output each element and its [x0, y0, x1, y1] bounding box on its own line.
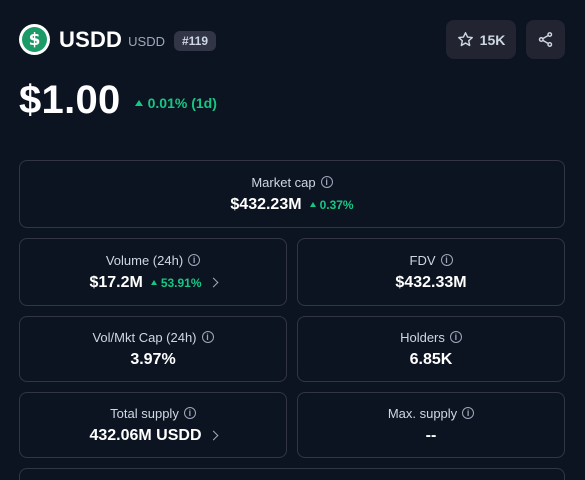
share-button[interactable]	[526, 20, 565, 59]
coin-name: USDD	[59, 26, 123, 52]
fdv-value: $432.33M	[395, 273, 467, 291]
star-icon	[457, 32, 473, 47]
info-icon[interactable]: i	[449, 331, 462, 343]
volume-change-value: 53.91%	[160, 275, 202, 290]
volume-label: Volume (24h)	[105, 252, 184, 268]
market-cap-label: Market cap	[251, 174, 316, 190]
market-cap-card: Market cap i $432.23M 0.37%	[19, 160, 565, 228]
total-supply-label: Total supply	[110, 405, 179, 421]
logo-glyph: $	[22, 27, 47, 52]
fdv-label: FDV	[409, 252, 436, 268]
total-supply-value: 432.06M USDD	[89, 426, 202, 444]
info-icon[interactable]: i	[440, 254, 453, 266]
max-supply-value: --	[425, 426, 437, 444]
coin-header: $ USDD USDD #119	[19, 24, 217, 55]
price-change-value: 0.01% (1d)	[147, 94, 217, 111]
watchlist-count: 15K	[479, 31, 506, 48]
price-change: 0.01% (1d)	[134, 94, 217, 111]
price-row: $1.00 0.01% (1d)	[19, 78, 217, 123]
info-icon[interactable]: i	[183, 407, 196, 419]
fdv-card: FDV i $432.33M	[297, 238, 565, 306]
total-supply-card[interactable]: Total supply i 432.06M USDD	[19, 392, 287, 458]
vol-mkt-cap-card: Vol/Mkt Cap (24h) i 3.97%	[19, 316, 287, 382]
market-cap-change: 0.37%	[309, 197, 354, 212]
market-cap-value: $432.23M	[230, 195, 302, 213]
holders-card: Holders i 6.85K	[297, 316, 565, 382]
vol-mkt-cap-label: Vol/Mkt Cap (24h)	[92, 329, 197, 345]
vol-mkt-cap-value: 3.97%	[130, 350, 176, 368]
info-icon[interactable]: i	[201, 331, 214, 343]
usdd-logo-icon: $	[19, 24, 50, 55]
current-price: $1.00	[19, 78, 121, 122]
next-stat-card	[19, 468, 565, 480]
volume-value: $17.2M	[89, 273, 143, 291]
holders-label: Holders	[400, 329, 445, 345]
watchlist-button[interactable]: 15K	[446, 20, 516, 59]
max-supply-card: Max. supply i --	[297, 392, 565, 458]
chevron-right-icon[interactable]	[208, 277, 218, 288]
chevron-right-icon[interactable]	[208, 430, 218, 441]
share-icon	[538, 32, 553, 47]
rank-badge: #119	[173, 30, 217, 51]
header-actions: 15K	[446, 20, 565, 59]
info-icon[interactable]: i	[188, 254, 201, 266]
volume-card[interactable]: Volume (24h) i $17.2M 53.91%	[19, 238, 287, 306]
holders-value: 6.85K	[409, 350, 453, 368]
max-supply-label: Max. supply	[387, 405, 458, 421]
up-arrow-icon	[150, 280, 157, 285]
coin-symbol: USDD	[128, 34, 165, 49]
up-arrow-icon	[134, 99, 143, 106]
market-cap-change-value: 0.37%	[319, 197, 354, 212]
volume-change: 53.91%	[150, 275, 202, 290]
up-arrow-icon	[309, 202, 316, 207]
info-icon[interactable]: i	[320, 176, 333, 188]
info-icon[interactable]: i	[462, 407, 475, 419]
